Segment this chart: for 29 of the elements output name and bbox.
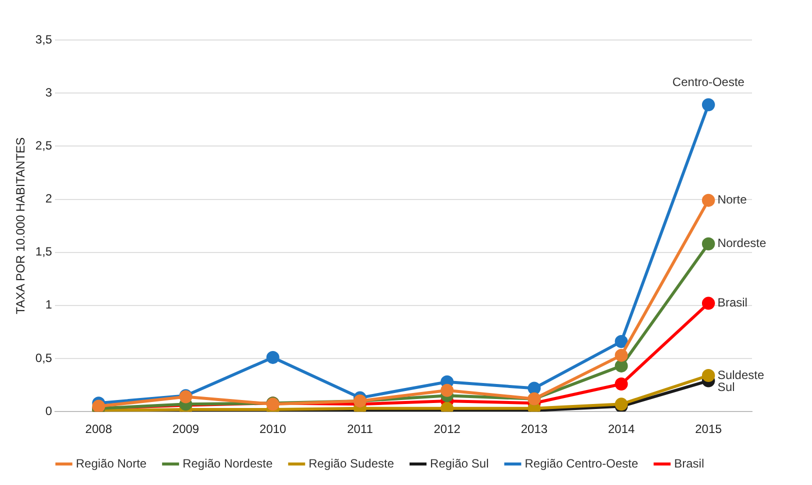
x-tick-label: 2010 — [260, 422, 287, 436]
y-tick-label: 3 — [45, 85, 52, 100]
x-tick-label: 2013 — [520, 422, 548, 436]
x-tick-label: 2012 — [434, 422, 461, 436]
y-tick-label: 2 — [45, 192, 52, 206]
annotation: Nordeste — [717, 236, 766, 250]
y-tick-label: 0 — [45, 404, 52, 418]
y-tick-label: 3,5 — [35, 32, 52, 46]
legend-label: Região Norte — [76, 456, 147, 470]
legend-label: Região Sudeste — [308, 456, 394, 470]
annotation: Centro-Oeste — [672, 75, 745, 90]
x-tick-label: 2008 — [85, 422, 112, 436]
annotation: Sul — [717, 380, 735, 394]
x-tick-label: 2014 — [608, 422, 635, 436]
legend-label: Brasil — [674, 456, 704, 470]
x-tick-label: 2011 — [347, 422, 374, 436]
annotation: Norte — [717, 192, 748, 207]
y-tick-label: 1 — [45, 298, 52, 312]
y-tick-label: 2,5 — [35, 138, 52, 152]
x-tick-label: 2015 — [695, 422, 722, 436]
annotation: Suldeste — [717, 368, 764, 382]
legend-label: Região Sul — [430, 456, 489, 470]
y-tick-label: 0,5 — [35, 350, 52, 365]
y-tick-label: 1,5 — [35, 244, 52, 259]
annotation: Brasil — [717, 296, 748, 310]
legend-label: Região Nordeste — [182, 456, 273, 470]
legend-label: Região Centro-Oeste — [524, 456, 638, 470]
x-tick-label: 2009 — [172, 422, 200, 436]
y-axis-title: TAXA POR 10.000 HABITANTES — [14, 137, 28, 314]
